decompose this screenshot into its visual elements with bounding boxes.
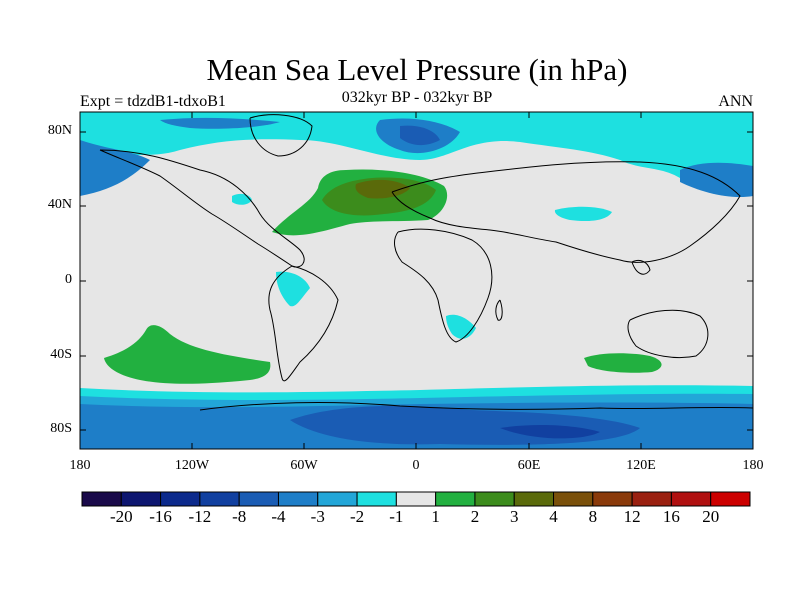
colorbar-swatch [670, 491, 712, 507]
colorbar-swatch [199, 491, 240, 507]
lat-tick-label: 80N [47, 123, 72, 138]
colorbar-tick-label: -2 [349, 507, 365, 526]
north-atlantic-positive-3 [355, 179, 410, 199]
coastlines [99, 114, 753, 411]
colorbar-swatch [160, 491, 201, 507]
colorbar-tick-label: -3 [310, 507, 325, 526]
south-america-negative [276, 271, 310, 307]
colorbar-swatch [435, 491, 476, 507]
arctic-band-5 [400, 125, 440, 146]
colorbar-swatch [592, 491, 633, 507]
southern-ocean-band-5 [500, 425, 600, 439]
colorbar-swatch [317, 491, 358, 507]
colorbar-swatch [277, 491, 319, 507]
colorbar-tick-label: -20 [109, 507, 133, 526]
colorbar-swatch [395, 491, 437, 507]
lon-tick-label: 180 [742, 458, 764, 473]
asia-negative-patch [554, 206, 612, 222]
colorbar-tick-label: -1 [389, 507, 404, 526]
colorbar-tick-label: 2 [470, 507, 480, 526]
south-pacific-positive [104, 325, 271, 384]
indian-ocean-positive [584, 353, 662, 373]
lat-tick-label: 80S [50, 421, 72, 436]
colorbar-swatch [238, 491, 279, 507]
colorbar-swatch [81, 491, 122, 507]
colorbar-tick-label: 16 [662, 507, 680, 526]
colorbar-tick-label: -16 [149, 507, 172, 526]
time-period-label: 032kyr BP - 032kyr BP [341, 89, 493, 106]
lon-tick-label: 60E [517, 458, 541, 473]
colorbar-tick-label: 8 [588, 507, 598, 526]
colorbar-swatch [356, 491, 397, 507]
colorbar-tick-label: -8 [232, 507, 247, 526]
lat-tick-label: 0 [65, 272, 72, 287]
lon-tick-label: 0 [412, 458, 420, 473]
lon-tick-label: 120W [174, 458, 210, 473]
colorbar-tick-label: -12 [188, 507, 212, 526]
colorbar-swatch [474, 491, 515, 507]
lon-tick-label: 180 [69, 458, 91, 473]
colorbar-swatch [631, 491, 672, 507]
colorbar-swatch [553, 491, 594, 507]
colorbar-swatch [710, 491, 751, 507]
lon-tick-label: 60W [290, 458, 318, 473]
colorbar-swatch [513, 491, 555, 507]
colorbar-tick-label: 12 [623, 507, 641, 526]
colorbar-tick-label: 20 [702, 507, 720, 526]
lat-tick-label: 40S [50, 347, 72, 362]
colorbar-tick-label: 1 [431, 507, 440, 526]
arctic-band-2 [80, 140, 150, 196]
season-label: ANN [718, 93, 753, 110]
lon-tick-label: 120E [626, 458, 656, 473]
plot-title: Mean Sea Level Pressure (in hPa) [206, 52, 628, 87]
colorbar-tick-label: -4 [271, 507, 286, 526]
colorbar-tick-label: 4 [549, 507, 558, 526]
experiment-label: Expt = tdzdB1-tdxoB1 [80, 93, 226, 110]
colorbar-tick-label: 3 [509, 507, 519, 526]
colorbar-swatch [120, 491, 162, 507]
lat-tick-label: 40N [47, 197, 72, 212]
